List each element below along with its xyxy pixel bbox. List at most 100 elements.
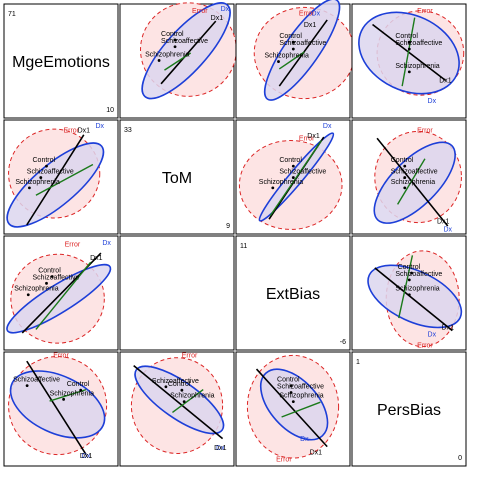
panel-frame	[119, 235, 235, 351]
contrast-line-dx1	[255, 368, 328, 448]
group-mean-control	[403, 164, 407, 168]
group-label-schizoaffective: Schizoaffective	[279, 40, 326, 47]
contrast-line-dx2	[269, 140, 323, 217]
hypothesis-ellipse	[9, 370, 106, 439]
hypothesis-label: Dx	[428, 98, 437, 105]
contrast-line-dx2	[172, 389, 204, 413]
group-mean-schizoaffective	[291, 176, 295, 179]
group-label-control: Control	[161, 31, 184, 38]
group-label-schizophrenia: Schizophrenia	[50, 390, 94, 397]
group-mean-control	[407, 40, 411, 44]
group-mean-schizophrenia	[271, 186, 275, 190]
group-label-schizoaffective: Schizoaffective	[27, 169, 74, 176]
panel-frame	[3, 3, 119, 119]
error-label: Error	[299, 136, 315, 143]
error-label: Error	[417, 343, 433, 350]
group-mean-schizophrenia	[182, 400, 186, 403]
group-mean-control	[180, 388, 184, 392]
contrast-label: Dx1	[90, 255, 103, 262]
panel-PersBias-PersBias: PersBias 1 0	[351, 351, 467, 467]
contrast-label: Dx1	[437, 219, 450, 226]
contrast-line-dx2	[35, 163, 94, 196]
contrast-line-dx1	[26, 360, 87, 456]
group-label-schizoaffective: Schizoaffective	[395, 40, 442, 47]
contrast-label: Dx1	[214, 445, 227, 452]
group-mean-control	[79, 388, 83, 392]
group-label-schizoaffective: Schizoaffective	[391, 169, 438, 176]
panel-ToM-PersBias: Control Schizoaffective Schizophrenia Error…	[351, 119, 467, 235]
group-label-control: Control	[277, 377, 300, 384]
group-mean-schizoaffective	[39, 176, 43, 179]
group-label-schizophrenia: Schizophrenia	[259, 179, 303, 186]
group-mean-schizophrenia	[157, 59, 161, 62]
group-mean-schizophrenia	[291, 400, 295, 403]
group-label-schizophrenia: Schizophrenia	[395, 63, 439, 70]
group-mean-schizophrenia	[62, 397, 65, 401]
range-max-PersBias: 1	[356, 359, 360, 366]
group-mean-control	[173, 38, 177, 42]
contrast-label: Dx1	[78, 128, 91, 135]
range-min-ToM: 9	[226, 223, 230, 230]
group-label-schizophrenia: Schizophrenia	[145, 51, 189, 58]
panel-frame	[119, 119, 235, 235]
hypothesis-label: Dx	[443, 227, 452, 234]
range-max-ExtBias: 11	[240, 243, 247, 250]
contrast-line-dx1	[376, 137, 449, 227]
range-max-ToM: 33	[124, 127, 132, 134]
hypothesis-ellipse	[6, 263, 112, 334]
group-label-schizoaffective: Schizoaffective	[277, 383, 324, 390]
error-label: Error	[417, 8, 433, 15]
panel-PersBias-MgeEmotions: Control Schizoaffective Schizophrenia Error…	[3, 351, 119, 467]
group-label-control: Control	[279, 33, 302, 40]
error-label: Error	[63, 128, 79, 135]
error-label: Error	[276, 456, 292, 463]
variable-name-ExtBias: ExtBias	[266, 286, 320, 303]
hypothesis-label: Dx	[102, 240, 111, 247]
group-mean-schizophrenia	[407, 70, 411, 74]
error-label: Error	[53, 353, 69, 360]
group-mean-control	[291, 40, 295, 44]
hypothesis-label: Dx	[323, 123, 332, 130]
group-mean-control	[50, 275, 54, 278]
group-label-control: Control	[395, 33, 418, 40]
panel-ToM-ToM: ToM 33 9	[119, 119, 235, 235]
group-mean-schizoaffective	[164, 385, 168, 389]
panel-MgeEmotions-MgeEmotions: MgeEmotions 71 10	[3, 3, 119, 119]
group-label-schizoaffective: Schizoaffective	[13, 377, 60, 384]
group-mean-control	[289, 384, 293, 388]
contrast-line-dx2	[398, 255, 414, 319]
contrast-line-dx2	[49, 388, 87, 402]
group-mean-schizophrenia	[407, 293, 411, 297]
group-label-schizoaffective: Schizoaffective	[279, 169, 326, 176]
range-min-PersBias: 0	[458, 455, 462, 462]
group-mean-schizoaffective	[403, 176, 407, 179]
group-mean-schizophrenia	[28, 186, 31, 190]
range-max-MgeEmotions: 71	[8, 11, 16, 18]
hypothesis-label: Dx	[312, 10, 321, 17]
error-label: Error	[182, 353, 198, 360]
group-label-control: Control	[33, 157, 56, 164]
group-label-control: Control	[398, 264, 421, 271]
contrast-label: Dx1	[442, 324, 455, 331]
group-label-control: Control	[391, 157, 414, 164]
panel-ExtBias-ToM	[119, 235, 235, 351]
contrast-line-dx2	[281, 401, 321, 418]
group-mean-control	[291, 164, 295, 168]
range-min-ExtBias: -6	[340, 339, 346, 346]
range-min-MgeEmotions: 10	[106, 107, 114, 114]
contrast-line-dx2	[278, 51, 305, 70]
variable-name-PersBias: PersBias	[377, 402, 441, 419]
group-mean-schizoaffective	[25, 384, 29, 388]
contrast-label: Dx1	[310, 450, 323, 457]
contrast-line-dx2	[401, 17, 416, 87]
hypothesis-ellipse	[134, 365, 225, 435]
group-mean-schizophrenia	[277, 60, 280, 63]
group-mean-control	[45, 164, 48, 168]
contrast-line-dx1	[374, 267, 453, 332]
